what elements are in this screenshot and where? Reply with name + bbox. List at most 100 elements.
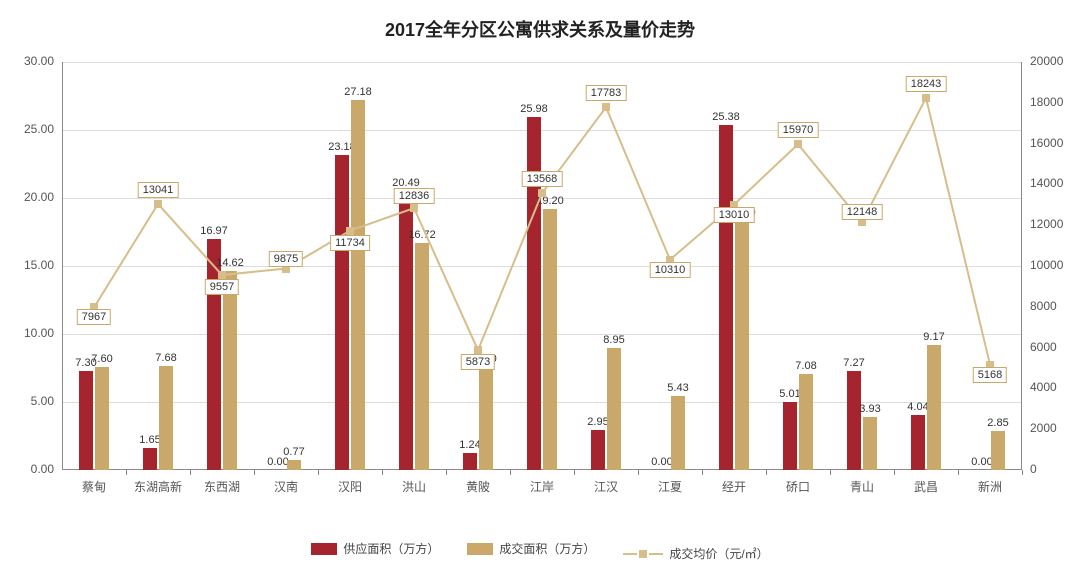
bar: [991, 431, 1005, 470]
grid-line: [62, 62, 1022, 63]
price-value-label: 10310: [650, 262, 691, 278]
price-value-label: 9875: [269, 251, 303, 267]
price-value-label: 17783: [586, 85, 627, 101]
bar-value-label: 0.00: [267, 456, 288, 468]
grid-line: [62, 334, 1022, 335]
x-tick: [958, 470, 959, 475]
price-value-label: 11734: [330, 235, 370, 251]
bar: [911, 415, 925, 470]
price-value-label: 18243: [906, 76, 947, 92]
bar: [159, 366, 173, 470]
bar-value-label: 4.04: [907, 401, 928, 413]
bar-value-label: 1.24: [459, 439, 480, 451]
bar: [863, 417, 877, 470]
x-axis: [62, 469, 1022, 470]
grid-line: [62, 130, 1022, 131]
y-left-tick: 15.00: [24, 258, 54, 272]
bar-value-label: 7.08: [795, 360, 816, 372]
y-right-tick: 4000: [1030, 380, 1057, 394]
bar: [591, 430, 605, 470]
legend-swatch: [311, 543, 337, 555]
category-label: 东西湖: [204, 478, 240, 495]
price-value-label: 12148: [842, 204, 883, 220]
bar: [351, 100, 365, 470]
x-tick: [766, 470, 767, 475]
y-right-tick: 18000: [1030, 95, 1063, 109]
price-value-label: 9557: [205, 279, 239, 295]
bar-value-label: 7.60: [91, 353, 112, 365]
x-tick: [574, 470, 575, 475]
legend-text: 成交面积（万方）: [499, 540, 595, 557]
y-left-tick: 10.00: [24, 326, 54, 340]
category-label: 新洲: [978, 478, 1002, 495]
category-label: 汉阳: [338, 478, 362, 495]
y-left-tick: 25.00: [24, 122, 54, 136]
price-marker: [602, 103, 610, 111]
bar-value-label: 0.00: [971, 456, 992, 468]
x-tick: [446, 470, 447, 475]
bar: [671, 396, 685, 470]
category-label: 东湖高新: [134, 478, 182, 495]
bar-value-label: 9.17: [923, 331, 944, 343]
price-value-label: 13041: [138, 182, 179, 198]
bar-value-label: 2.95: [587, 416, 608, 428]
bar-value-label: 5.43: [667, 382, 688, 394]
legend-item: 成交面积（万方）: [467, 540, 595, 557]
y-left-tick: 0.00: [31, 462, 54, 476]
price-marker: [538, 189, 546, 197]
price-marker: [922, 94, 930, 102]
legend-swatch: [467, 543, 493, 555]
bar: [927, 345, 941, 470]
bar: [719, 125, 733, 470]
legend-item: 成交均价（元/㎡）: [623, 545, 768, 562]
price-value-label: 15970: [778, 122, 819, 138]
x-tick: [830, 470, 831, 475]
category-label: 江夏: [658, 478, 682, 495]
y-right-axis: [1021, 62, 1022, 470]
y-right-tick: 0: [1030, 462, 1037, 476]
bar: [463, 453, 477, 470]
bar-value-label: 16.72: [408, 229, 436, 241]
price-marker: [218, 271, 226, 279]
bar-value-label: 8.95: [603, 334, 624, 346]
y-right-tick: 6000: [1030, 340, 1057, 354]
plot-area: 0.005.0010.0015.0020.0025.0030.000200040…: [62, 62, 1022, 470]
bar: [479, 367, 493, 470]
bar-value-label: 1.65: [139, 434, 160, 446]
price-marker: [346, 227, 354, 235]
price-value-label: 5873: [461, 354, 495, 370]
category-label: 洪山: [402, 478, 426, 495]
category-label: 江岸: [530, 478, 554, 495]
price-value-label: 5168: [973, 367, 1007, 383]
bar-value-label: 0.77: [283, 446, 304, 458]
bar: [143, 448, 157, 470]
legend-line-swatch: [623, 550, 663, 558]
x-tick: [894, 470, 895, 475]
x-tick: [638, 470, 639, 475]
price-value-label: 12836: [394, 188, 435, 204]
y-left-tick: 5.00: [31, 394, 54, 408]
y-right-tick: 20000: [1030, 54, 1063, 68]
bar-value-label: 2.85: [987, 417, 1008, 429]
bar-value-label: 14.62: [216, 257, 244, 269]
legend-text: 供应面积（万方）: [343, 540, 439, 557]
y-right-tick: 16000: [1030, 136, 1063, 150]
category-label: 黄陂: [466, 478, 490, 495]
bar: [847, 371, 861, 470]
category-label: 汉南: [274, 478, 298, 495]
x-tick: [702, 470, 703, 475]
legend-text: 成交均价（元/㎡）: [669, 545, 768, 562]
bar-value-label: 7.27: [843, 357, 864, 369]
price-marker: [794, 140, 802, 148]
bar: [287, 460, 301, 470]
grid-line: [62, 266, 1022, 267]
y-right-tick: 8000: [1030, 299, 1057, 313]
price-value-label: 13568: [522, 171, 563, 187]
bar-value-label: 3.93: [859, 403, 880, 415]
bar: [607, 348, 621, 470]
bar-value-label: 5.01: [779, 388, 800, 400]
legend: 供应面积（万方） 成交面积（万方） 成交均价（元/㎡）: [0, 540, 1080, 562]
price-marker: [474, 346, 482, 354]
bar: [735, 221, 749, 470]
category-label: 蔡甸: [82, 478, 106, 495]
